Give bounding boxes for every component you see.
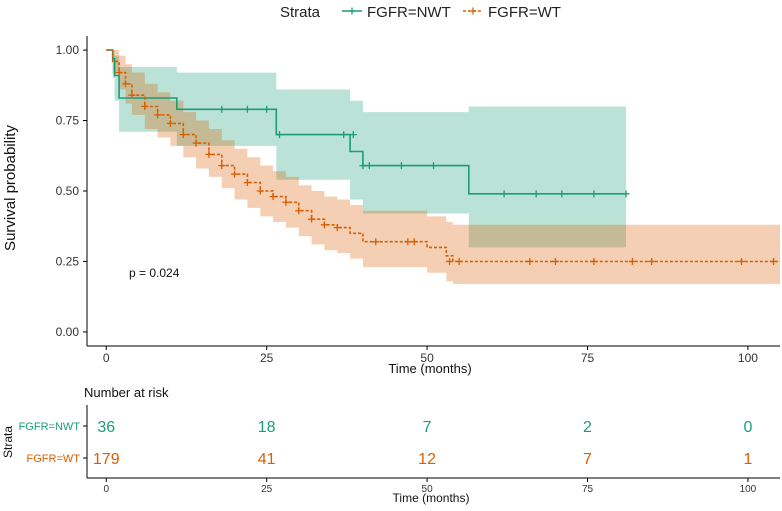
censor-mark-2-24 [455, 257, 463, 265]
censor-mark-1-5 [340, 131, 348, 139]
legend-entries: FGFR=NWT FGFR=WT [342, 4, 561, 21]
censor-mark-2-2 [122, 80, 129, 88]
censor-mark-1-3 [263, 105, 271, 113]
censor-mark-1-13 [558, 190, 566, 198]
censor-mark-2-26 [551, 257, 559, 265]
censor-mark-2-8 [192, 139, 200, 147]
risk-x-tick-label: 0 [103, 484, 109, 495]
plot-axes: 0.00 0.25 0.50 0.75 1.00 0 25 50 75 100 [56, 36, 780, 365]
censor-mark-2-5 [154, 111, 162, 119]
censor-marks [115, 69, 778, 265]
censor-mark-2-19 [333, 224, 341, 232]
confidence-bands [106, 50, 781, 284]
censor-mark-1-2 [243, 105, 251, 113]
censor-mark-1-4 [276, 131, 283, 139]
censor-mark-1-15 [622, 190, 630, 198]
y-tick-label: 0.50 [56, 184, 80, 198]
censor-mark-2-1 [115, 69, 123, 77]
censor-mark-2-21 [404, 238, 412, 246]
censor-mark-2-14 [269, 193, 277, 201]
censor-mark-2-6 [166, 119, 174, 127]
censor-mark-1-14 [590, 190, 598, 198]
risk-count: 1 [743, 451, 752, 468]
y-tick-label: 1.00 [56, 43, 80, 57]
x-tick-label: 75 [581, 351, 595, 365]
risk-count: 36 [97, 419, 115, 436]
x-tick-label: 100 [738, 351, 758, 365]
confidence-band-1 [106, 50, 627, 248]
survival-curves [106, 49, 780, 263]
y-axis-label: Survival probability [2, 125, 19, 251]
risk-count: 179 [93, 451, 120, 468]
risk-row-label-2: FGFR=WT [27, 453, 81, 465]
censor-mark-2-25 [526, 257, 534, 265]
censor-mark-2-20 [372, 238, 380, 246]
censor-mark-1-1 [218, 105, 226, 113]
risk-count: 7 [423, 419, 432, 436]
risk-count: 12 [418, 451, 436, 468]
risk-count: 0 [743, 419, 752, 436]
censor-mark-2-28 [628, 257, 636, 265]
censor-mark-2-23 [446, 257, 454, 265]
censor-mark-2-27 [590, 257, 598, 265]
survival-curve-1 [106, 49, 626, 195]
risk-table-strata-label: Strata [1, 426, 15, 458]
censor-mark-1-6 [349, 131, 357, 139]
risk-table-title: Number at risk [84, 385, 169, 400]
censor-mark-2-16 [295, 207, 303, 215]
y-tick-label: 0.75 [56, 114, 80, 128]
censor-mark-1-8 [365, 162, 373, 170]
risk-x-tick-label: 100 [740, 484, 757, 495]
censor-mark-2-13 [256, 187, 264, 195]
legend-marker-2 [469, 7, 477, 15]
risk-count: 7 [583, 451, 592, 468]
legend-title: Strata [280, 4, 321, 21]
y-tick-label: 0.25 [56, 254, 80, 268]
x-tick-label: 25 [260, 351, 274, 365]
legend-marker-1 [348, 7, 356, 15]
y-tick-label: 0.00 [56, 325, 80, 339]
censor-mark-2-15 [282, 198, 290, 206]
risk-table: Number at risk Strata FGFR=NWT 36 18 7 2 0FGF… [1, 385, 780, 505]
censor-mark-1-9 [397, 162, 405, 170]
risk-row-label-1: FGFR=NWT [19, 421, 81, 433]
censor-mark-2-17 [308, 215, 316, 223]
legend: Strata FGFR=NWT FGFR=WT [280, 4, 561, 21]
confidence-band-2 [106, 50, 781, 284]
risk-count: 18 [258, 419, 276, 436]
survival-curve-2 [106, 49, 780, 263]
risk-x-tick-label: 50 [422, 484, 434, 495]
censor-mark-1-7 [359, 162, 367, 170]
censor-mark-2-31 [770, 257, 778, 265]
censor-mark-2-18 [320, 221, 328, 229]
risk-x-tick-label: 75 [582, 484, 594, 495]
legend-label-2: FGFR=WT [488, 4, 561, 21]
censor-mark-2-11 [231, 170, 239, 178]
censor-mark-2-30 [738, 257, 745, 265]
risk-count: 2 [583, 419, 592, 436]
censor-mark-2-10 [218, 162, 226, 170]
censor-mark-2-22 [410, 238, 418, 246]
x-tick-label: 0 [103, 351, 110, 365]
legend-label-1: FGFR=NWT [367, 4, 451, 21]
p-value-annotation: p = 0.024 [129, 266, 180, 280]
x-tick-label: 50 [420, 351, 434, 365]
censor-mark-2-29 [648, 257, 656, 265]
risk-table-body: FGFR=NWT 36 18 7 2 0 FGFR=WT 179 41 12 7 1 0 25 50 75 10… [19, 405, 780, 495]
x-axis-label: Time (months) [388, 361, 471, 376]
censor-mark-2-3 [128, 91, 136, 99]
censor-mark-2-7 [179, 131, 187, 139]
censor-mark-1-11 [500, 190, 508, 198]
censor-mark-1-10 [430, 162, 437, 170]
risk-x-tick-label: 25 [261, 484, 273, 495]
censor-mark-2-9 [205, 150, 213, 158]
survival-plot: 0.00 0.25 0.50 0.75 1.00 0 25 50 75 100 p = 0.024… [2, 36, 781, 376]
censor-mark-2-12 [243, 179, 251, 187]
risk-table-x-label: Time (months) [393, 491, 470, 505]
censor-mark-1-12 [532, 190, 540, 198]
censor-mark-2-4 [141, 102, 149, 110]
risk-count: 41 [258, 451, 276, 468]
